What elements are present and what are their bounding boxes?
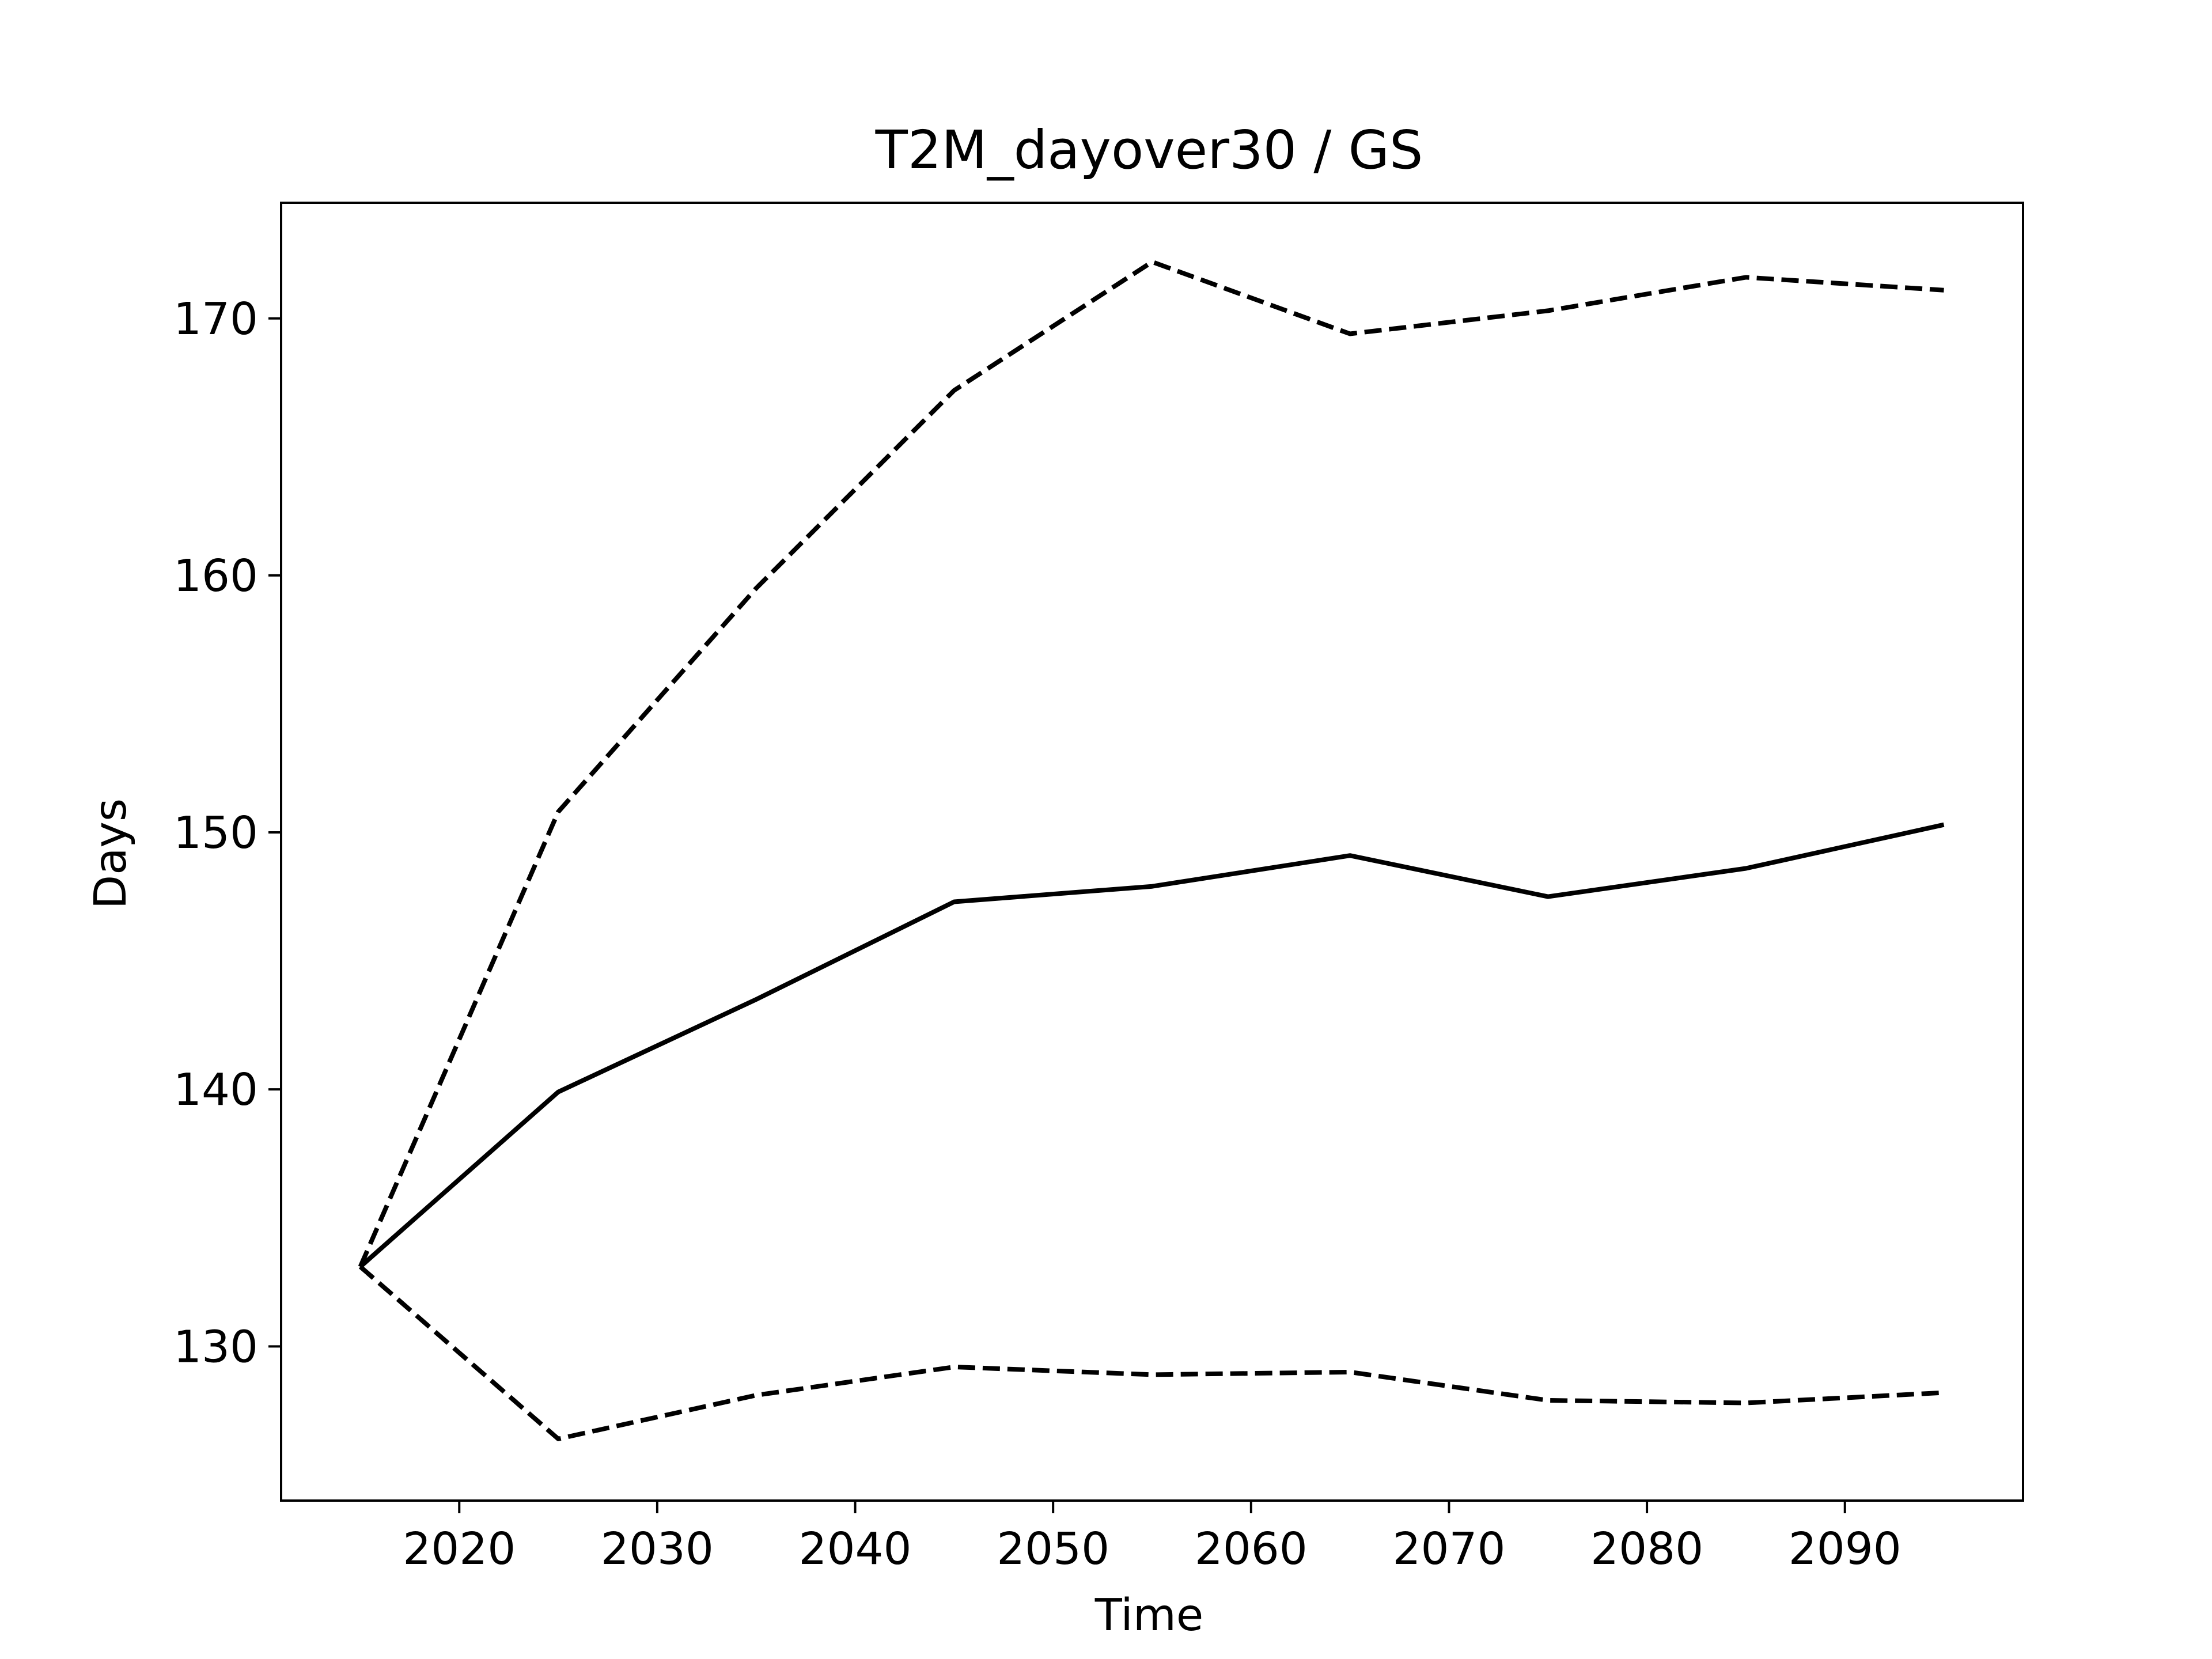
plot-frame: [280, 202, 2024, 1502]
y-tick-label: 160: [173, 551, 258, 602]
x-axis-label: Time: [1094, 1590, 1203, 1641]
series-group: [358, 259, 1945, 1441]
y-axis-label: Days: [85, 798, 137, 909]
y-tick-label: 140: [173, 1065, 258, 1116]
x-tick-label: 2070: [1392, 1524, 1505, 1575]
x-tick-label: 2040: [799, 1524, 912, 1575]
chart-title: T2M_dayover30 / GS: [875, 119, 1423, 181]
x-tick-label: 2060: [1195, 1524, 1308, 1575]
x-tick-label: 2090: [1789, 1524, 1902, 1575]
series-line-2: [358, 259, 1944, 1268]
x-axis: 2020 2030 2040 2050 2060 2070 2080 2090: [403, 1501, 1902, 1575]
y-tick-label: 130: [173, 1321, 258, 1373]
series-line-1: [358, 822, 1945, 1268]
y-tick-label: 150: [173, 808, 258, 859]
y-axis: 130 140 150 160 170: [173, 294, 281, 1373]
x-tick-label: 2080: [1590, 1524, 1703, 1575]
x-tick-label: 2050: [997, 1524, 1109, 1575]
y-tick-label: 170: [173, 294, 258, 345]
x-tick-label: 2020: [403, 1524, 516, 1575]
x-tick-label: 2030: [601, 1524, 714, 1575]
series-line-3: [358, 1264, 1944, 1441]
